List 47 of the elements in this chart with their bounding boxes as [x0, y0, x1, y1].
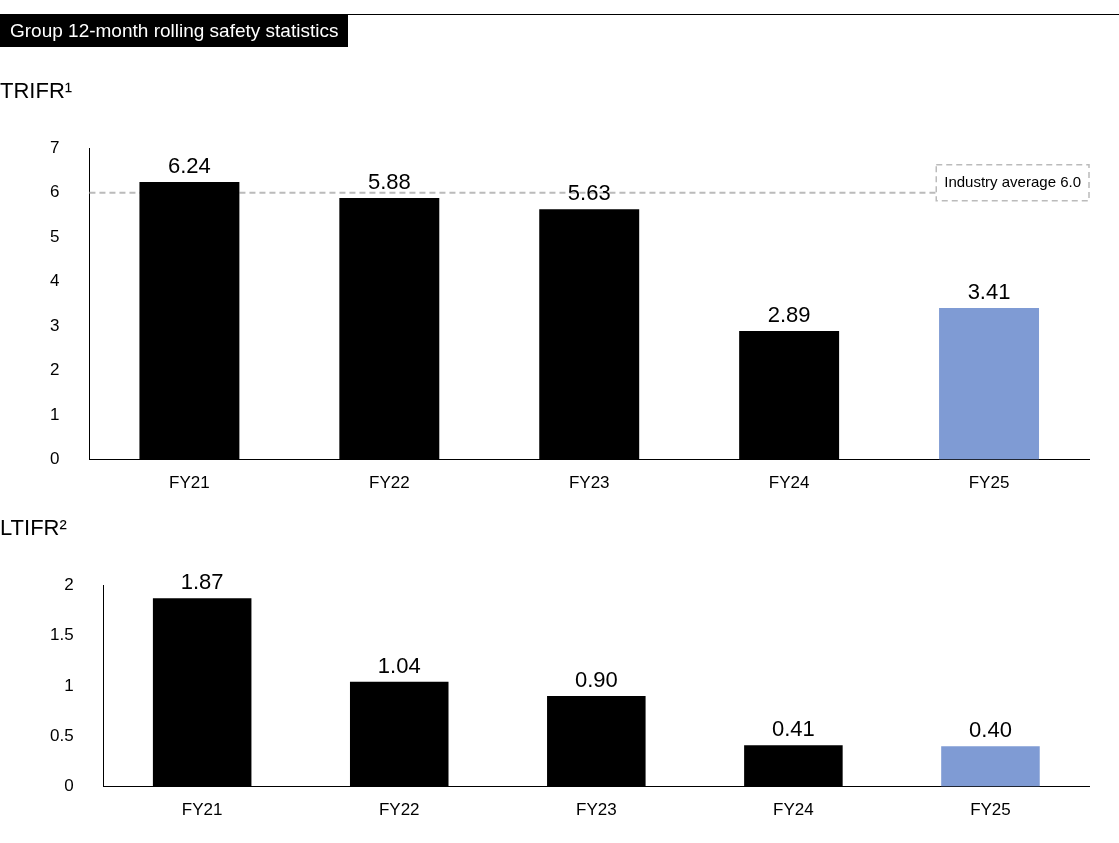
y-tick-label: 0 — [49, 449, 60, 469]
x-tick-label: FY25 — [968, 473, 1010, 493]
data-label: 5.88 — [367, 169, 411, 195]
y-tick-label: 1.5 — [49, 625, 74, 645]
y-tick-label: 4 — [49, 271, 60, 291]
bar — [547, 695, 646, 787]
chart-title: Group 12-month rolling safety statistics — [0, 15, 349, 47]
y-tick-label: 3 — [49, 315, 60, 335]
x-tick-label: FY24 — [773, 800, 814, 820]
ref-line-label: Industry average 6.0 — [944, 172, 1082, 190]
y-tick-label: 0 — [64, 776, 74, 796]
y-tick-label: 2 — [64, 574, 74, 594]
bar — [339, 198, 440, 460]
x-tick-label: FY21 — [169, 473, 210, 493]
chart-title: LTIFR² — [0, 515, 67, 541]
data-label: 1.04 — [377, 652, 421, 678]
x-tick-label: FY24 — [768, 473, 810, 493]
y-tick-label: 6 — [49, 182, 60, 202]
x-tick-label: FY22 — [369, 473, 410, 493]
bar — [152, 598, 252, 787]
x-tick-label: FY21 — [181, 800, 223, 820]
chart-subtitle: TRIFR¹ — [0, 78, 73, 104]
y-tick-label: 5 — [49, 226, 60, 246]
x-tick-label: FY25 — [970, 800, 1011, 820]
data-label: 0.40 — [969, 717, 1012, 743]
bar — [739, 331, 840, 460]
data-label: 0.41 — [771, 716, 815, 742]
y-tick-label: 1 — [64, 675, 74, 695]
bar — [744, 745, 843, 787]
data-label: 0.90 — [574, 667, 618, 693]
x-tick-label: FY23 — [576, 800, 617, 820]
y-tick-label: 0.5 — [49, 725, 74, 745]
data-label: 5.63 — [567, 180, 611, 206]
data-label: 3.41 — [967, 278, 1011, 304]
data-label: 1.87 — [180, 569, 224, 595]
y-tick-label: 1 — [49, 404, 60, 424]
bar — [941, 746, 1040, 787]
x-tick-label: FY22 — [378, 800, 420, 820]
data-label: 6.24 — [168, 153, 211, 179]
y-tick-label: 7 — [49, 137, 60, 157]
bar — [349, 681, 449, 787]
x-tick-label: FY23 — [568, 473, 610, 493]
bar — [539, 209, 640, 460]
data-label: 2.89 — [767, 302, 811, 328]
y-tick-label: 2 — [49, 360, 60, 380]
bar — [139, 182, 240, 460]
bar — [939, 307, 1040, 460]
